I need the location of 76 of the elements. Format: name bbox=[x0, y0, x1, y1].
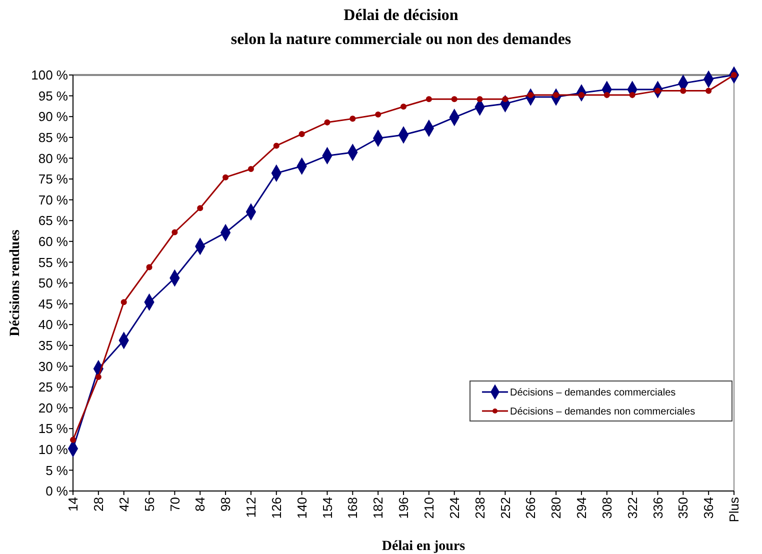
point bbox=[426, 96, 432, 102]
point bbox=[273, 142, 280, 149]
x-tick-label: 210 bbox=[421, 497, 436, 519]
chart-title: Délai de décision bbox=[344, 7, 458, 24]
point bbox=[248, 166, 254, 172]
x-tick-label: 126 bbox=[268, 497, 284, 519]
point bbox=[451, 96, 458, 102]
y-axis-title: Décisions rendues bbox=[8, 229, 23, 336]
y-tick-label: 10 % bbox=[38, 442, 68, 457]
x-tick-label: 238 bbox=[472, 497, 488, 519]
y-tick-label: 40 % bbox=[38, 317, 68, 332]
x-tick-label: 364 bbox=[701, 497, 716, 519]
point bbox=[146, 264, 152, 270]
point bbox=[502, 96, 508, 102]
point bbox=[172, 229, 178, 236]
x-tick-label: 84 bbox=[192, 497, 208, 512]
y-tick-label: 75 % bbox=[38, 172, 68, 187]
x-tick-label: 196 bbox=[396, 497, 412, 519]
point bbox=[120, 299, 127, 306]
legend-label: Décisions – demandes commerciales bbox=[510, 388, 676, 398]
point bbox=[324, 119, 330, 126]
y-tick-label: 20 % bbox=[38, 400, 68, 416]
point bbox=[70, 436, 76, 443]
x-tick-label: 112 bbox=[244, 497, 259, 518]
x-tick-label: 336 bbox=[650, 497, 666, 519]
y-tick-label: 95 % bbox=[38, 88, 68, 104]
y-tick-label: 45 % bbox=[38, 296, 68, 312]
y-tick-label: 85 % bbox=[38, 130, 68, 145]
x-tick-label: 140 bbox=[294, 497, 310, 519]
y-tick-label: 0 % bbox=[46, 484, 68, 499]
chart-subtitle: selon la nature commerciale ou non des demandes bbox=[230, 31, 572, 48]
legend-label: Décisions – demandes non commerciales bbox=[510, 406, 696, 418]
point bbox=[604, 92, 610, 98]
point bbox=[95, 374, 102, 380]
point bbox=[400, 104, 407, 110]
y-tick-label: 65 % bbox=[38, 213, 68, 228]
x-tick-label: Plus bbox=[726, 496, 742, 522]
x-tick-label: 154 bbox=[320, 497, 335, 519]
y-tick-label: 35 % bbox=[38, 338, 68, 353]
x-tick-label: 70 bbox=[167, 497, 182, 512]
y-tick-label: 15 % bbox=[38, 421, 68, 436]
y-tick-label: 90 % bbox=[38, 109, 68, 124]
point bbox=[350, 116, 356, 122]
point bbox=[706, 88, 712, 94]
point bbox=[375, 112, 382, 118]
x-tick-label: 266 bbox=[523, 497, 538, 519]
y-tick-label: 50 % bbox=[38, 276, 68, 291]
point bbox=[222, 174, 229, 180]
x-tick-label: 280 bbox=[548, 497, 564, 519]
x-tick-label: 168 bbox=[345, 497, 360, 519]
x-tick-label: 350 bbox=[676, 497, 691, 519]
point bbox=[298, 131, 305, 138]
x-tick-label: 56 bbox=[142, 497, 157, 512]
y-tick-label: 5 % bbox=[46, 462, 68, 478]
x-tick-label: 308 bbox=[599, 497, 614, 519]
x-tick-label: 182 bbox=[370, 497, 386, 519]
y-tick-label: 55 % bbox=[38, 254, 68, 270]
y-tick-label: 60 % bbox=[38, 234, 68, 249]
x-axis-title: Délai en jours bbox=[382, 539, 466, 554]
y-tick-label: 30 % bbox=[38, 358, 68, 374]
x-tick-label: 224 bbox=[446, 497, 462, 519]
y-tick-label: 80 % bbox=[38, 150, 68, 166]
x-tick-label: 28 bbox=[90, 497, 106, 512]
x-tick-label: 322 bbox=[624, 497, 640, 519]
point bbox=[197, 205, 204, 212]
y-tick-label: 100 % bbox=[31, 68, 68, 83]
x-tick-label: 98 bbox=[218, 497, 234, 512]
x-tick-label: 252 bbox=[498, 497, 513, 519]
x-tick-label: 14 bbox=[66, 497, 81, 512]
point bbox=[680, 88, 686, 94]
x-tick-label: 42 bbox=[116, 497, 132, 512]
y-tick-label: 70 % bbox=[38, 192, 68, 208]
point bbox=[629, 92, 636, 98]
x-tick-label: 294 bbox=[574, 497, 590, 519]
y-tick-label: 25 % bbox=[38, 380, 68, 395]
point bbox=[476, 96, 483, 102]
